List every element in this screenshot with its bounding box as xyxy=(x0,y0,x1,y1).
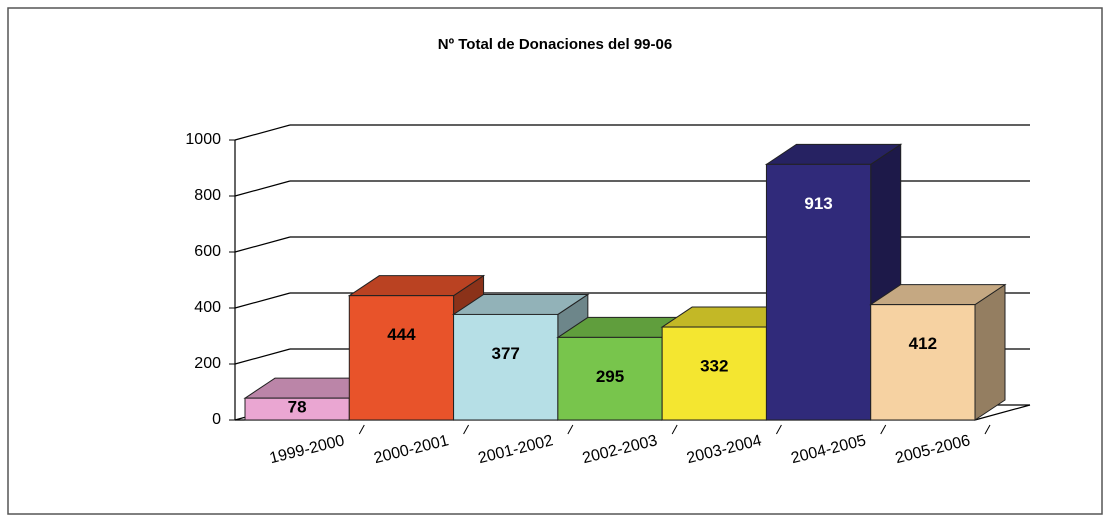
chart-title: Nº Total de Donaciones del 99-06 xyxy=(438,36,672,53)
bar xyxy=(870,304,976,421)
y-tick-label: 1000 xyxy=(185,131,221,148)
grid-line xyxy=(234,124,291,141)
grid-line xyxy=(234,292,291,309)
floor-right xyxy=(974,404,1031,421)
grid-line xyxy=(234,236,291,253)
y-tick-label: 0 xyxy=(212,411,221,428)
bar xyxy=(765,163,872,421)
grid-line xyxy=(234,180,291,197)
x-tick xyxy=(358,424,365,435)
bar xyxy=(453,313,559,421)
x-tick xyxy=(984,424,991,435)
value-label: 377 xyxy=(492,344,520,363)
value-label: 295 xyxy=(596,367,624,386)
x-tick xyxy=(463,424,470,435)
bar xyxy=(348,295,455,421)
x-tick xyxy=(671,424,678,435)
x-tick xyxy=(775,424,782,435)
chart-frame xyxy=(7,7,1103,515)
y-tick-label: 800 xyxy=(194,187,221,204)
x-tick xyxy=(567,424,574,435)
value-label: 412 xyxy=(909,334,937,353)
bar-side xyxy=(974,283,1006,421)
value-label: 332 xyxy=(700,357,728,376)
x-tick xyxy=(880,424,887,435)
value-label: 913 xyxy=(804,194,832,213)
bar xyxy=(661,326,767,421)
grid-line xyxy=(234,348,291,365)
value-label: 444 xyxy=(387,325,416,344)
y-tick-label: 600 xyxy=(194,243,221,260)
y-tick-label: 400 xyxy=(194,299,221,316)
value-label: 78 xyxy=(288,397,307,416)
y-tick-label: 200 xyxy=(194,355,221,372)
